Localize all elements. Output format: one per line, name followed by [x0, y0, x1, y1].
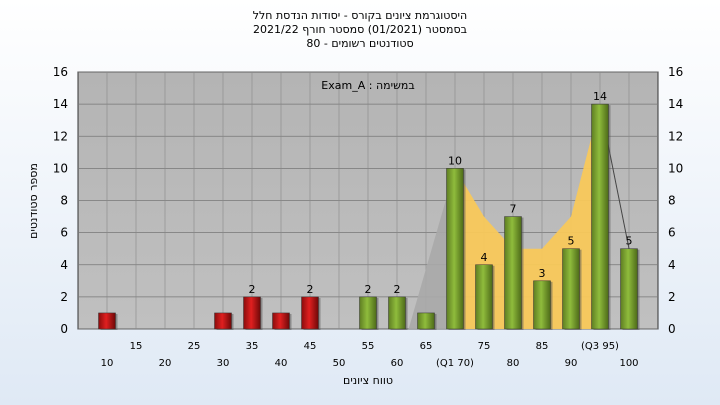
histogram-bar [504, 216, 522, 330]
y-tick-label-left: 8 [60, 194, 68, 208]
x-tick-label: (Q3 95) [581, 341, 619, 352]
x-axis-label: טווח ציונים [343, 374, 393, 387]
histogram-bar [533, 280, 551, 330]
y-tick-label-left: 10 [53, 161, 68, 175]
bar-value-label: 2 [394, 283, 401, 296]
y-tick-label-right: 14 [668, 97, 683, 111]
histogram-bar [417, 312, 435, 330]
bar-value-label: 2 [365, 283, 372, 296]
x-tick-label: 35 [246, 341, 259, 352]
histogram-bar [388, 296, 406, 330]
chart-title-line-2: בסמסטר (01/2021) סמסטר חורף 2021/22 [253, 23, 467, 36]
histogram-bar [620, 248, 638, 330]
bar-value-label: 14 [593, 90, 607, 103]
bar-value-label: 5 [568, 235, 575, 248]
x-tick-label: 25 [188, 341, 201, 352]
x-tick-label: 30 [217, 358, 230, 369]
y-tick-label-right: 2 [668, 290, 676, 304]
x-tick-label: 85 [536, 341, 549, 352]
y-tick-label-left: 12 [53, 129, 68, 143]
histogram-bar [475, 264, 493, 330]
x-tick-label: (Q1 70) [436, 358, 474, 369]
y-tick-label-left: 6 [60, 226, 68, 240]
histogram-bar [272, 312, 290, 330]
bar-value-label: 2 [249, 283, 256, 296]
x-tick-label: 90 [565, 358, 578, 369]
bar-value-label: 3 [539, 267, 546, 280]
x-tick-label: 55 [362, 341, 375, 352]
y-tick-label-right: 8 [668, 194, 676, 208]
histogram-bar [301, 296, 319, 330]
histogram-bar [446, 168, 464, 330]
bar-value-label: 7 [510, 203, 517, 216]
y-tick-label-right: 10 [668, 161, 683, 175]
x-tick-label: 50 [333, 358, 346, 369]
y-tick-label-right: 6 [668, 226, 676, 240]
bar-value-label: 5 [626, 235, 633, 248]
x-tick-label: 80 [507, 358, 520, 369]
y-tick-label-left: 0 [60, 322, 68, 336]
histogram-bar [214, 312, 232, 330]
x-tick-label: 75 [478, 341, 491, 352]
chart-title-line-1: היסטוגרמת ציונים בקורס - יסודות הנדסת חל… [252, 9, 468, 22]
y-tick-label-right: 4 [668, 258, 676, 272]
y-tick-label-right: 0 [668, 322, 676, 336]
x-tick-label: 20 [159, 358, 172, 369]
histogram-bar [359, 296, 377, 330]
x-tick-label: 60 [391, 358, 404, 369]
bar-value-label: 10 [448, 154, 462, 167]
y-axis-label: מספר סטודנטים [27, 163, 40, 239]
histogram-bar [591, 103, 609, 330]
lower-tail-area [408, 168, 455, 329]
histogram-bar [243, 296, 261, 330]
y-tick-label-right: 16 [668, 65, 683, 79]
bar-value-label: 2 [307, 283, 314, 296]
y-tick-label-left: 2 [60, 290, 68, 304]
chart-title-line-3: סטודנטים רשומים - 80 [306, 37, 414, 50]
histogram-bar [562, 248, 580, 330]
y-tick-label-left: 16 [53, 65, 68, 79]
x-tick-label: 40 [275, 358, 288, 369]
y-tick-label-right: 12 [668, 129, 683, 143]
x-tick-label: 65 [420, 341, 433, 352]
x-tick-label: 15 [130, 341, 143, 352]
bar-value-label: 4 [481, 251, 488, 264]
histogram-bar [98, 312, 116, 330]
x-tick-label: 100 [619, 358, 638, 369]
y-tick-label-left: 14 [53, 97, 68, 111]
x-tick-label: 45 [304, 341, 317, 352]
y-tick-label-left: 4 [60, 258, 68, 272]
x-tick-label: 10 [101, 358, 114, 369]
exam-annotation: במשימה : Exam_A [321, 79, 414, 92]
